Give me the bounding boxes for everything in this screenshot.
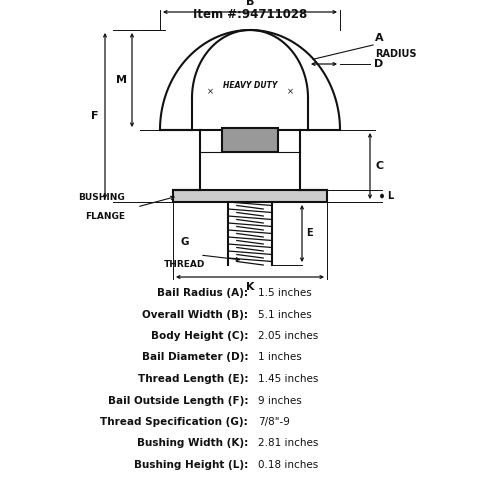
Text: C: C — [376, 161, 384, 171]
Text: Bail Outside Length (F):: Bail Outside Length (F): — [108, 396, 248, 406]
Text: BUSHING: BUSHING — [78, 193, 125, 202]
Text: 7/8"-9: 7/8"-9 — [258, 417, 290, 427]
Text: F: F — [92, 111, 99, 121]
Text: HEAVY DUTY: HEAVY DUTY — [223, 81, 277, 90]
Text: K: K — [246, 282, 254, 292]
Text: D: D — [374, 59, 384, 69]
Text: Bail Radius (A):: Bail Radius (A): — [157, 288, 248, 298]
Text: ×: × — [286, 87, 294, 96]
Text: FLANGE: FLANGE — [85, 212, 125, 221]
Text: 1 inches: 1 inches — [258, 352, 302, 362]
Text: 1.5 inches: 1.5 inches — [258, 288, 312, 298]
Text: Thread Specification (G):: Thread Specification (G): — [100, 417, 248, 427]
Text: A: A — [375, 33, 384, 43]
Text: Body Height (C):: Body Height (C): — [150, 331, 248, 341]
Text: 1.45 inches: 1.45 inches — [258, 374, 318, 384]
Text: Overall Width (B):: Overall Width (B): — [142, 310, 248, 320]
Text: Bushing Height (L):: Bushing Height (L): — [134, 460, 248, 470]
Text: 2.05 inches: 2.05 inches — [258, 331, 318, 341]
Text: RADIUS: RADIUS — [375, 49, 416, 59]
Text: 5.1 inches: 5.1 inches — [258, 310, 312, 320]
Text: M: M — [116, 75, 127, 85]
Text: THREAD: THREAD — [164, 260, 205, 269]
Text: 9 inches: 9 inches — [258, 396, 302, 406]
Text: ×: × — [206, 87, 214, 96]
Text: 0.18 inches: 0.18 inches — [258, 460, 318, 470]
Text: G: G — [181, 237, 189, 247]
Text: E: E — [306, 228, 312, 238]
Bar — [222, 128, 278, 152]
Text: Bushing Width (K):: Bushing Width (K): — [137, 438, 248, 448]
Text: Thread Length (E):: Thread Length (E): — [138, 374, 248, 384]
Text: B: B — [246, 0, 254, 7]
Text: Bail Diameter (D):: Bail Diameter (D): — [142, 352, 248, 362]
Text: Item #:94711028: Item #:94711028 — [193, 8, 307, 21]
Text: 2.81 inches: 2.81 inches — [258, 438, 318, 448]
Text: L: L — [387, 191, 393, 201]
Bar — [173, 190, 327, 202]
